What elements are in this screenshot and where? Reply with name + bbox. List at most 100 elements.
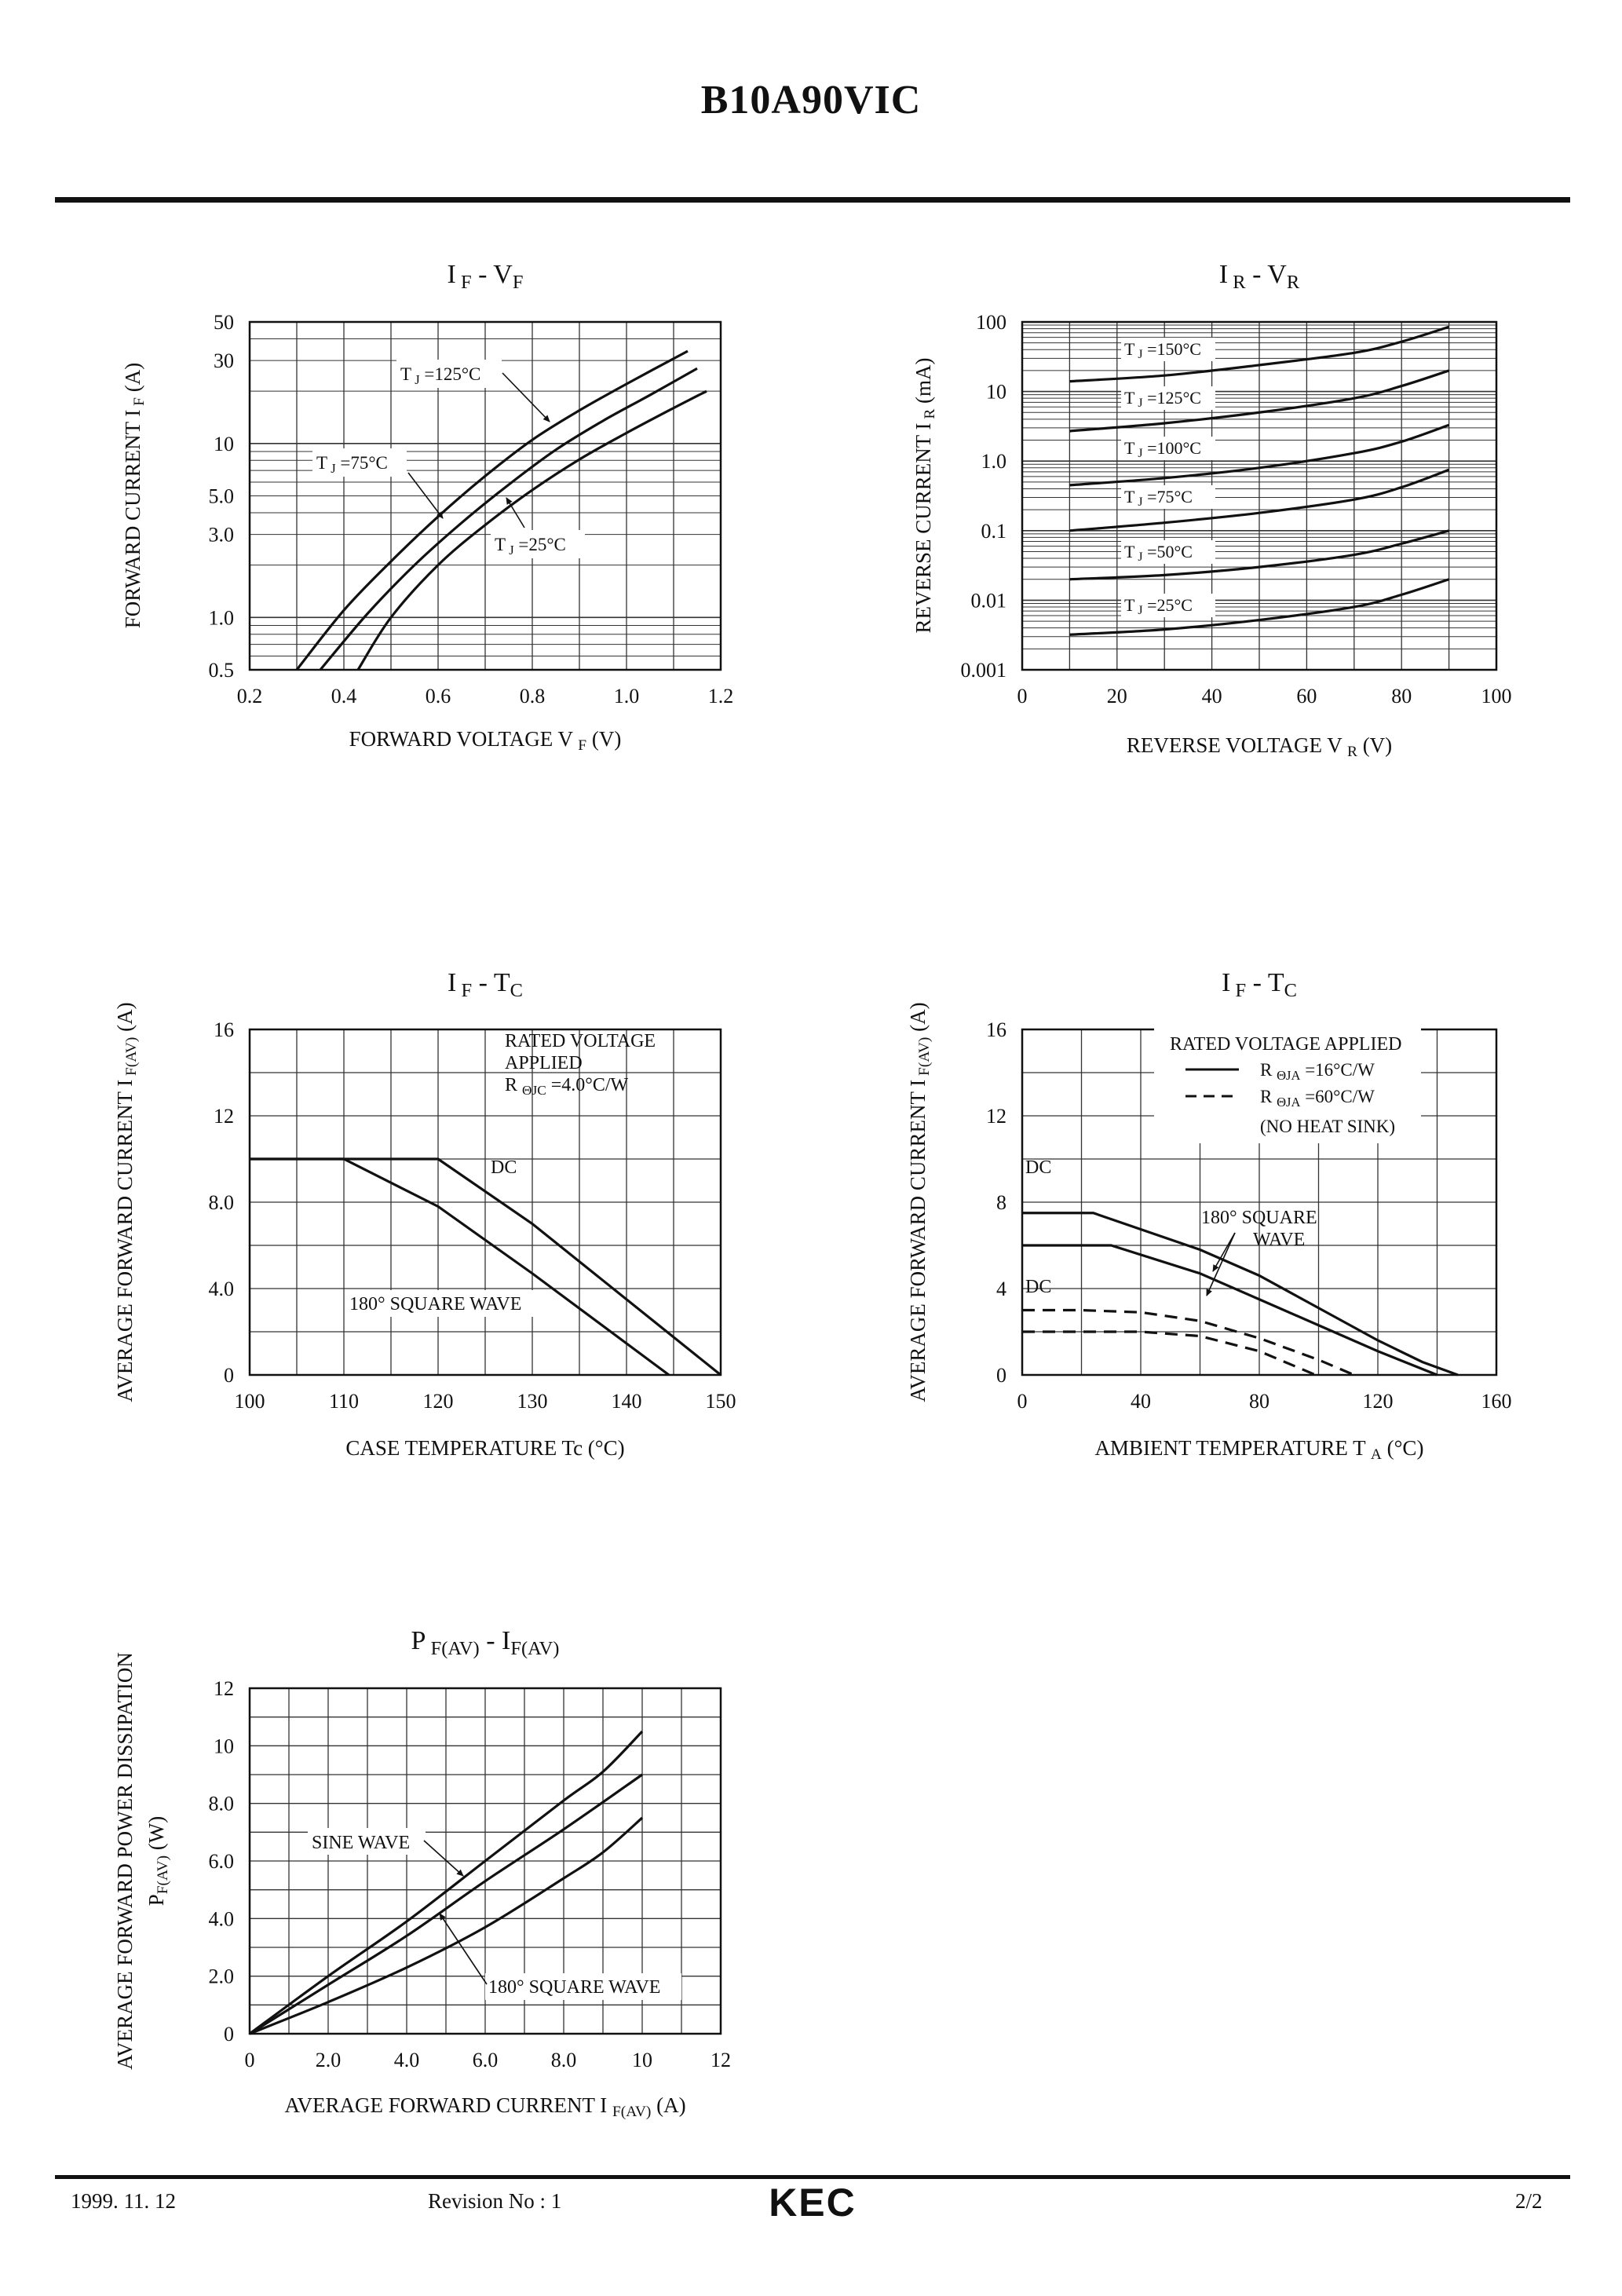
y-tick-label: 100 (976, 311, 1006, 334)
series-annotation: T J =25°C (1124, 595, 1193, 617)
legend-note: (NO HEAT SINK) (1260, 1117, 1395, 1136)
label-bg (396, 360, 502, 388)
x-axis-label: AMBIENT TEMPERATURE T A (°C) (1095, 1436, 1424, 1463)
y-tick-label: 4 (996, 1278, 1006, 1300)
y-tick-label: 10 (214, 1735, 234, 1757)
label-bg (312, 448, 407, 477)
y-tick-label: 1.0 (981, 450, 1007, 473)
x-tick-label: 1.2 (708, 685, 734, 707)
x-tick-label: 120 (1363, 1390, 1394, 1413)
y-axis-label: AVERAGE FORWARD CURRENT I F(AV) (A) (113, 1002, 140, 1402)
y-tick-label: 3.0 (209, 524, 235, 547)
footer-page-number: 2/2 (1515, 2189, 1543, 2213)
y-tick-label: 12 (214, 1677, 234, 1700)
y-axis-label-line2: PF(AV) (W) (144, 1816, 171, 1907)
y-tick-label: 4.0 (209, 1907, 235, 1930)
x-tick-label: 150 (706, 1390, 736, 1413)
series-line-4 (1022, 1330, 1317, 1377)
series-annotation: T J =125°C (1124, 388, 1201, 410)
legend-bg (1154, 1027, 1421, 1143)
series-annotation: 180° SQUARE WAVE (349, 1294, 521, 1314)
y-tick-label: 8.0 (209, 1793, 235, 1815)
plot-frame (248, 320, 722, 671)
series-line-2 (1022, 1244, 1438, 1377)
legend-line-2: APPLIED (505, 1053, 583, 1073)
kec-logo-text: KEC (769, 2181, 857, 2222)
x-tick-label: 40 (1202, 685, 1222, 707)
x-tick-label: 8.0 (551, 2049, 577, 2071)
footer-date: 1999. 11. 12 (71, 2189, 176, 2213)
y-tick-label: 0.1 (981, 520, 1007, 543)
label-bg (345, 1290, 542, 1317)
y-axis-label: FORWARD CURRENT I F (A) (121, 363, 148, 628)
annotation-arrow (423, 1840, 464, 1877)
y-tick-label: 6.0 (209, 1850, 235, 1873)
series-annotation: T J =125°C (400, 364, 480, 387)
x-tick-label: 0 (245, 2049, 255, 2071)
series-annotation: T J =50°C (1124, 542, 1193, 564)
x-tick-label: 80 (1391, 685, 1412, 707)
x-tick-label: 140 (612, 1390, 642, 1413)
x-axis-label: FORWARD VOLTAGE V F (V) (349, 727, 622, 754)
chart-title: I F - TC (448, 968, 523, 1001)
y-tick-label: 10 (214, 433, 234, 455)
y-tick-label: 30 (214, 349, 234, 372)
x-tick-label: 12 (711, 2049, 731, 2071)
series-line-2 (1069, 369, 1450, 433)
x-tick-label: 40 (1131, 1390, 1151, 1413)
y-tick-label: 0.001 (961, 659, 1007, 682)
x-tick-label: 160 (1481, 1390, 1512, 1413)
y-axis-label-group: AVERAGE FORWARD CURRENT I F(AV) (A) (906, 1002, 933, 1402)
series-annotation: T J =75°C (1124, 487, 1193, 509)
kec-logo: KEC (769, 2181, 857, 2222)
x-tick-label: 2.0 (316, 2049, 342, 2071)
x-tick-label: 6.0 (473, 2049, 499, 2071)
series-line-2 (249, 1773, 643, 2035)
chart-title: P F(AV) - IF(AV) (411, 1626, 560, 1659)
legend-line-3: R ΘJC =4.0°C/W (505, 1075, 629, 1098)
series-line-1 (1069, 325, 1450, 383)
y-tick-label: 5.0 (209, 485, 235, 508)
legend-line-1: RATED VOLTAGE (505, 1031, 656, 1051)
series-annotation: DC (1025, 1157, 1051, 1178)
y-tick-label: 1.0 (209, 606, 235, 629)
y-tick-label: 0 (224, 2023, 234, 2046)
y-axis-label: REVERSE CURRENT I R (mA) (911, 357, 938, 633)
y-tick-label: 50 (214, 311, 234, 334)
series-line-5 (1069, 529, 1450, 581)
series-annotation: T J =100°C (1124, 438, 1201, 460)
chart-ifvf: 0.2 0.4 0.6 0.8 1.0 1.2 0.5 1.0 3.0 5.0 10 30 50 I F … (121, 260, 733, 754)
y-tick-label: 16 (986, 1018, 1006, 1041)
chart-iftc: 100 110 120 130 140 150 0 4.0 8.0 12 16 I F - TC CAS… (113, 968, 736, 1460)
x-tick-label: 0.6 (426, 685, 451, 707)
plot-frame (1021, 320, 1498, 671)
y-axis-label-group: REVERSE CURRENT I R (mA) (911, 357, 938, 633)
x-tick-label: 0.2 (237, 685, 263, 707)
x-axis-label: AVERAGE FORWARD CURRENT I F(AV) (A) (284, 2093, 685, 2120)
x-tick-label: 0 (1017, 1390, 1028, 1413)
y-tick-label: 8.0 (209, 1191, 235, 1214)
series-line-3 (1069, 423, 1450, 487)
document-title: B10A90VIC (700, 78, 922, 122)
series-line-1 (250, 1157, 722, 1377)
series-annotation: DC (491, 1157, 517, 1178)
x-tick-label: 10 (632, 2049, 652, 2071)
x-axis-label: CASE TEMPERATURE Tc (°C) (345, 1436, 624, 1460)
x-tick-label: 20 (1107, 685, 1127, 707)
label-bg (1121, 437, 1215, 460)
series-line-4 (1069, 468, 1450, 532)
series-annotation: T J =75°C (316, 453, 388, 476)
y-tick-label: 0 (224, 1364, 234, 1387)
series-annotation: 180° SQUARE (1201, 1208, 1317, 1228)
plot-frame (248, 1028, 722, 1377)
y-tick-label: 4.0 (209, 1278, 235, 1300)
y-tick-label: 12 (214, 1105, 234, 1128)
y-axis-label-group: AVERAGE FORWARD POWER DISSIPATION PF(AV) … (113, 1652, 171, 2070)
series-annotation: DC (1025, 1277, 1051, 1297)
series-line-6 (1069, 578, 1450, 636)
chart-title: I R - VR (1219, 260, 1300, 293)
x-tick-label: 0.4 (331, 685, 357, 707)
y-axis-label: AVERAGE FORWARD POWER DISSIPATION (113, 1652, 137, 2070)
series-line-2 (250, 1157, 670, 1377)
